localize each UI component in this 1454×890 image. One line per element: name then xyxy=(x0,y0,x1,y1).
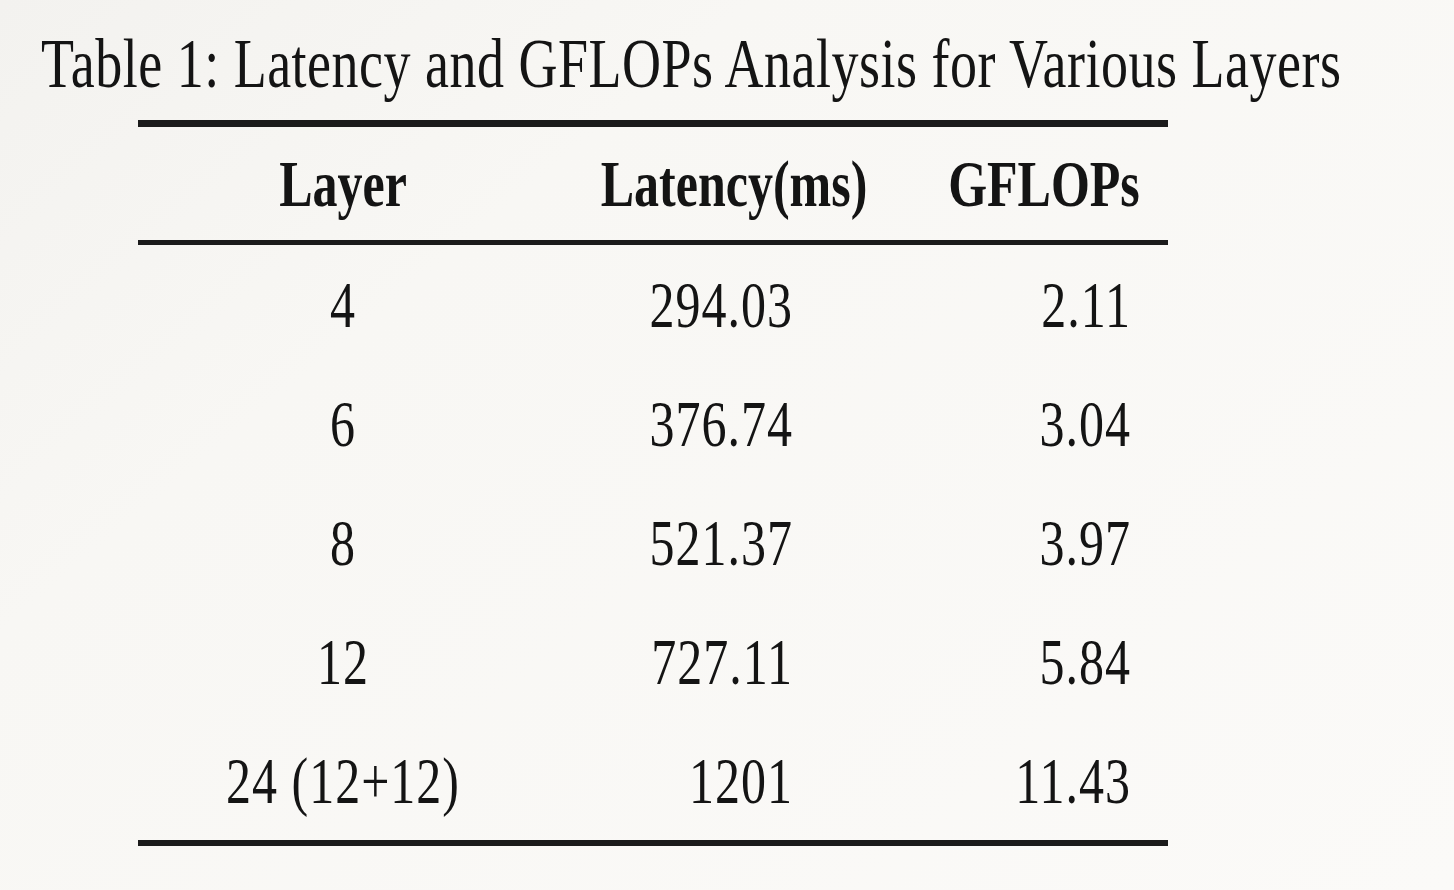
cell-layer: 12 xyxy=(138,602,548,721)
cell-latency: 376.74 xyxy=(548,364,920,483)
table-caption-text: Table 1: Latency and GFLOPs Analysis for… xyxy=(41,24,1341,105)
cell-layer-value: 24 (12+12) xyxy=(226,743,460,818)
table-bottom-rule xyxy=(138,840,1168,846)
cell-gflops: 3.04 xyxy=(920,364,1168,483)
cell-layer: 6 xyxy=(138,364,548,483)
header-cell-latency: Latency(ms) xyxy=(548,127,920,240)
cell-latency-value: 1201 xyxy=(689,743,793,818)
table-row: 6 376.74 3.04 xyxy=(138,364,1168,483)
cell-layer: 4 xyxy=(138,245,548,364)
cell-layer-value: 6 xyxy=(330,386,356,461)
cell-gflops: 3.97 xyxy=(920,483,1168,602)
cell-gflops-value: 2.11 xyxy=(1041,267,1131,342)
table-row: 8 521.37 3.97 xyxy=(138,483,1168,602)
cell-latency: 727.11 xyxy=(548,602,920,721)
cell-layer-value: 12 xyxy=(317,624,369,699)
paper-table-figure: Table 1: Latency and GFLOPs Analysis for… xyxy=(0,0,1454,890)
cell-layer-value: 8 xyxy=(330,505,356,580)
cell-gflops-value: 11.43 xyxy=(1015,743,1131,818)
header-label-gflops: GFLOPs xyxy=(948,146,1140,221)
table-row: 4 294.03 2.11 xyxy=(138,245,1168,364)
cell-gflops-value: 3.04 xyxy=(1040,386,1132,461)
cell-latency-value: 376.74 xyxy=(650,386,794,461)
cell-layer-value: 4 xyxy=(330,267,356,342)
cell-latency: 1201 xyxy=(548,721,920,840)
data-table: Layer Latency(ms) GFLOPs 4 294.03 2.11 6 xyxy=(138,120,1168,846)
cell-latency-value: 727.11 xyxy=(651,624,793,699)
table-row: 12 727.11 5.84 xyxy=(138,602,1168,721)
cell-latency-value: 521.37 xyxy=(650,505,794,580)
header-cell-layer: Layer xyxy=(138,127,548,240)
table-header-row: Layer Latency(ms) GFLOPs xyxy=(138,127,1168,240)
cell-gflops-value: 5.84 xyxy=(1040,624,1132,699)
header-label-layer: Layer xyxy=(279,146,407,221)
cell-layer: 24 (12+12) xyxy=(138,721,548,840)
cell-latency: 294.03 xyxy=(548,245,920,364)
cell-gflops: 5.84 xyxy=(920,602,1168,721)
table-top-rule xyxy=(138,120,1168,127)
cell-gflops-value: 3.97 xyxy=(1040,505,1132,580)
cell-gflops: 11.43 xyxy=(920,721,1168,840)
header-label-latency: Latency(ms) xyxy=(601,146,868,221)
table-caption: Table 1: Latency and GFLOPs Analysis for… xyxy=(41,16,1341,112)
cell-gflops: 2.11 xyxy=(920,245,1168,364)
header-cell-gflops: GFLOPs xyxy=(920,127,1168,240)
cell-latency-value: 294.03 xyxy=(650,267,794,342)
cell-latency: 521.37 xyxy=(548,483,920,602)
cell-layer: 8 xyxy=(138,483,548,602)
table-row: 24 (12+12) 1201 11.43 xyxy=(138,721,1168,840)
